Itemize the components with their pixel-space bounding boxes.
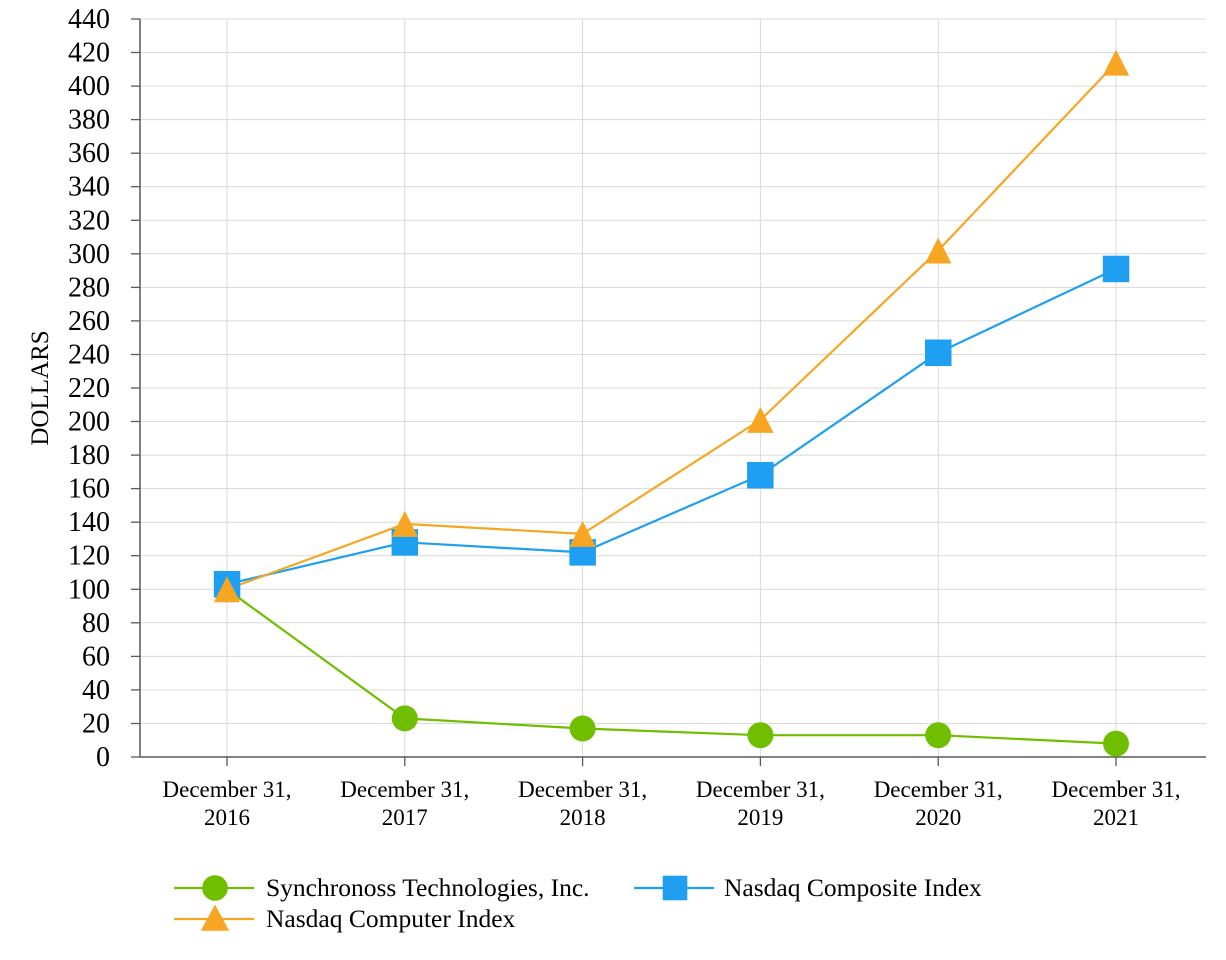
- svg-text:December 31,: December 31,: [696, 777, 825, 802]
- svg-text:300: 300: [68, 239, 110, 270]
- svg-text:December 31,: December 31,: [1052, 777, 1181, 802]
- svg-text:Nasdaq Computer Index: Nasdaq Computer Index: [266, 904, 516, 933]
- svg-text:Nasdaq Composite Index: Nasdaq Composite Index: [724, 873, 982, 902]
- svg-text:140: 140: [68, 507, 110, 538]
- svg-text:240: 240: [68, 340, 110, 371]
- svg-text:260: 260: [68, 306, 110, 337]
- svg-text:160: 160: [68, 474, 110, 505]
- svg-text:2017: 2017: [382, 805, 428, 830]
- svg-text:December 31,: December 31,: [518, 777, 647, 802]
- svg-text:2018: 2018: [560, 805, 606, 830]
- svg-text:0: 0: [96, 742, 110, 773]
- svg-text:Synchronoss Technologies, Inc.: Synchronoss Technologies, Inc.: [266, 873, 590, 902]
- svg-text:60: 60: [82, 641, 110, 672]
- svg-text:280: 280: [68, 272, 110, 303]
- svg-text:December 31,: December 31,: [163, 777, 292, 802]
- svg-text:320: 320: [68, 205, 110, 236]
- svg-text:420: 420: [68, 38, 110, 69]
- svg-text:120: 120: [68, 541, 110, 572]
- svg-text:2020: 2020: [915, 805, 961, 830]
- svg-text:DOLLARS: DOLLARS: [27, 330, 54, 445]
- svg-text:400: 400: [68, 71, 110, 102]
- svg-text:220: 220: [68, 373, 110, 404]
- svg-text:2016: 2016: [204, 805, 250, 830]
- svg-text:2019: 2019: [737, 805, 783, 830]
- svg-text:340: 340: [68, 172, 110, 203]
- svg-text:440: 440: [68, 4, 110, 35]
- svg-text:40: 40: [82, 675, 110, 706]
- svg-text:20: 20: [82, 709, 110, 740]
- svg-text:180: 180: [68, 440, 110, 471]
- svg-text:380: 380: [68, 105, 110, 136]
- svg-text:200: 200: [68, 407, 110, 438]
- svg-text:December 31,: December 31,: [340, 777, 469, 802]
- svg-text:2021: 2021: [1093, 805, 1139, 830]
- svg-text:December 31,: December 31,: [874, 777, 1003, 802]
- svg-text:80: 80: [82, 608, 110, 639]
- svg-text:360: 360: [68, 138, 110, 169]
- svg-text:100: 100: [68, 574, 110, 605]
